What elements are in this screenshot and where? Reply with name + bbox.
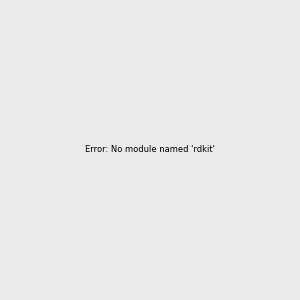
Text: Error: No module named 'rdkit': Error: No module named 'rdkit' <box>85 146 215 154</box>
